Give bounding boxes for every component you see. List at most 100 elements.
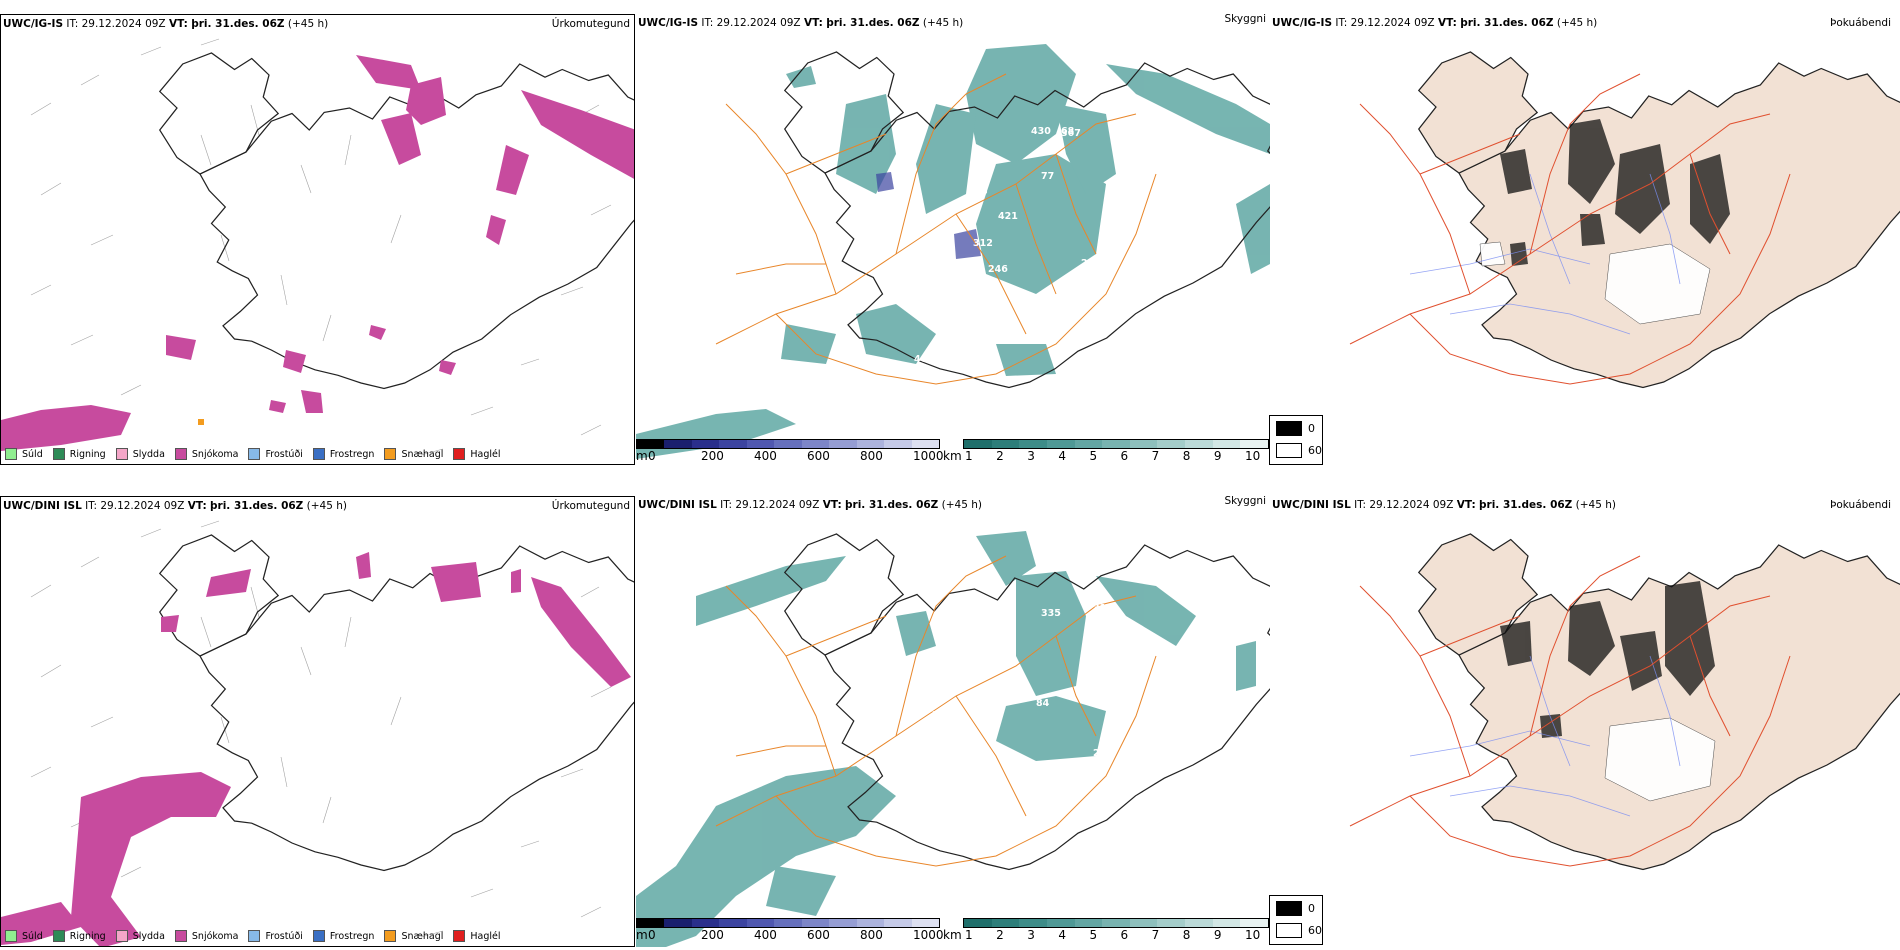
precip-legend-item: Frostregn (312, 930, 374, 942)
cloud-base-label: 232 (1093, 748, 1113, 759)
colorbar-tick-label: 10 (1245, 928, 1261, 942)
colorbar-step (774, 919, 802, 927)
colorbar-step (1074, 440, 1103, 448)
colorbar-unit: m (636, 928, 648, 942)
colorbar-step (964, 440, 992, 448)
precip-legend-item: Snæhagl (384, 448, 443, 460)
it-label: IT: (1335, 17, 1348, 29)
colorbar-step (856, 440, 885, 448)
precip-legend-item: Slydda (115, 930, 165, 942)
cloud-base-label: 335 (1041, 608, 1061, 619)
colorbar-step (1157, 919, 1186, 927)
visibility-colorbar-top (963, 439, 1269, 449)
colorbar-step (691, 440, 720, 448)
lead-time: (+45 h) (287, 18, 329, 30)
precip-legend-label: Haglél (470, 930, 501, 942)
cloud-base-label: 257 (1079, 688, 1099, 699)
colorbar-tick-label: 1 (965, 928, 973, 942)
colorbar-step (719, 919, 747, 927)
colorbar-tick-label: 9 (1213, 928, 1222, 942)
precip-legend-swatch (174, 448, 187, 460)
vt-value: þri. 31.des. 06Z (845, 499, 939, 511)
precip-legend-item: Haglél (453, 930, 501, 942)
cloud-base-label: 333 (968, 186, 988, 197)
colorbar-unit: km (943, 449, 962, 463)
precip-legend-swatch (248, 930, 261, 942)
colorbar-tick-label: 200 (701, 928, 724, 942)
it-label: IT: (701, 17, 714, 29)
precip-legend-swatch (5, 930, 17, 942)
cloud-base-label: 84 (1036, 698, 1050, 709)
fog-map-bottom (1349, 533, 1900, 871)
fog-legend-label: 60 (1308, 924, 1322, 937)
fog-legend-label: 0 (1308, 902, 1315, 915)
colorbar-tick-label: 0 (648, 449, 656, 463)
colorbar-tick-label: 6 (1120, 928, 1129, 942)
precip-legend-item: Súld (5, 448, 43, 460)
colorbar-step (1212, 919, 1241, 927)
precip-legend-item: Snjókoma (174, 448, 238, 460)
cloud-base-label: 311 (1093, 603, 1113, 614)
vt-value: þri. 31.des. 06Z (191, 18, 285, 30)
colorbar-tick-label: 4 (1058, 449, 1066, 463)
precip-legend-label: Súld (22, 930, 43, 942)
colorbar-step (691, 919, 720, 927)
it-label: IT: (85, 500, 98, 512)
colorbar-tick-label: 400 (754, 928, 777, 942)
colorbar-step (1157, 440, 1186, 448)
vt-value: þri. 31.des. 06Z (826, 17, 920, 29)
colorbar-step (1212, 440, 1241, 448)
it-label: IT: (1354, 499, 1367, 511)
cloud-panel-bottom: 335 311 246 232 385 84 257 UWC/DINI ISL IT: 29… (636, 496, 1270, 947)
colorbar-step (829, 919, 857, 927)
precip-legend-item: Frostúði (248, 448, 303, 460)
vt-value: þri. 31.des. 06Z (210, 500, 304, 512)
colorbar-tick-label: 1 (965, 449, 973, 463)
cloud-base-label: 309 (926, 246, 946, 257)
vt-label: VT: (168, 18, 188, 30)
precip-legend-swatch (52, 930, 65, 942)
colorbar-step (664, 919, 692, 927)
lead-time: (+45 h) (1575, 499, 1616, 511)
colorbar-step (991, 440, 1020, 448)
colorbar-tick-label: 2 (996, 449, 1004, 463)
colorbar-step (1074, 919, 1103, 927)
precip-legend-label: Frostúði (265, 448, 303, 460)
vt-label: VT: (187, 500, 207, 512)
road-network-top (715, 73, 1157, 385)
colorbar-tick-label: 9 (1213, 449, 1222, 463)
model-name: UWC/DINI ISL (638, 499, 717, 511)
panel-name: Úrkomutegund (551, 500, 630, 512)
precip-legend-item: Frostregn (312, 448, 374, 460)
colorbar-unit: m (636, 449, 648, 463)
cloud-base-labels-bottom: 335 311 246 232 385 84 257 (932, 603, 1113, 773)
colorbar-tick-label: 600 (807, 928, 830, 942)
cloud-base-ticks-bottom: m 0 200 400 600 800 1000 (636, 928, 944, 942)
colorbar-step (746, 919, 775, 927)
lead-time: (+45 h) (941, 499, 982, 511)
colorbar-tick-label: 8 (1182, 449, 1191, 463)
model-name: UWC/DINI ISL (1272, 499, 1351, 511)
panel-name: Úrkomutegund (551, 18, 630, 30)
model-name: UWC/DINI ISL (3, 500, 82, 512)
precip-legend-label: Frostúði (265, 930, 303, 942)
panel-title: UWC/DINI ISL IT: 29.12.2024 09Z VT: þri.… (1272, 499, 1616, 511)
precip-legend-label: Haglél (470, 448, 501, 460)
colorbar-step (1185, 440, 1213, 448)
colorbar-tick-label: 3 (1027, 928, 1035, 942)
vt-value: þri. 31.des. 06Z (1479, 499, 1573, 511)
colorbar-tick-label: 10 (1245, 449, 1261, 463)
precip-type-map-bottom (1, 520, 634, 946)
precip-legend-label: Slydda (132, 448, 165, 460)
it-value: 29.12.2024 09Z (81, 18, 166, 30)
visibility-ticks-bottom: km 1 2 3 4 5 6 7 8 9 10 (943, 928, 1267, 942)
colorbar-step (1019, 919, 1047, 927)
vt-label: VT: (822, 499, 842, 511)
it-value: 29.12.2024 09Z (1350, 17, 1435, 29)
colorbar-tick-label: 5 (1089, 449, 1098, 463)
precip-legend-item: Snjókoma (174, 930, 238, 942)
panel-title: UWC/IG-IS IT: 29.12.2024 09Z VT: þri. 31… (638, 17, 963, 29)
fog-legend-swatch (1276, 443, 1302, 458)
precip-legend-item: Súld (5, 930, 43, 942)
precip-legend-item: Rigning (52, 448, 106, 460)
